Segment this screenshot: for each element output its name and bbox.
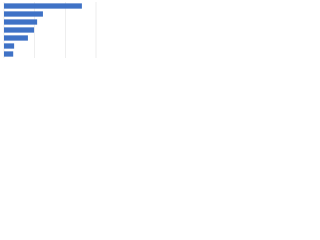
bar — [4, 3, 82, 9]
bar — [4, 51, 14, 57]
bar — [4, 11, 43, 17]
bar — [4, 27, 35, 33]
bar — [4, 35, 28, 41]
bar — [4, 43, 15, 49]
bar — [4, 19, 38, 25]
chart — [3, 2, 97, 58]
